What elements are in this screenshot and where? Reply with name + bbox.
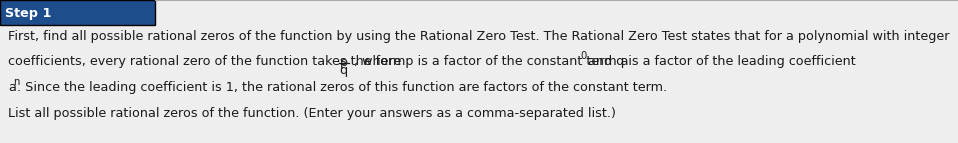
- Text: , where p is a factor of the constant term a: , where p is a factor of the constant te…: [354, 55, 628, 68]
- Text: Step 1: Step 1: [5, 6, 52, 19]
- Text: a: a: [8, 81, 16, 94]
- Text: and q is a factor of the leading coefficient: and q is a factor of the leading coeffic…: [584, 55, 856, 68]
- Text: . Since the leading coefficient is 1, the rational zeros of this function are fa: . Since the leading coefficient is 1, th…: [16, 81, 667, 94]
- Text: List all possible rational zeros of the function. (Enter your answers as a comma: List all possible rational zeros of the …: [8, 107, 616, 120]
- FancyBboxPatch shape: [0, 0, 155, 25]
- Text: First, find all possible rational zeros of the function by using the Rational Ze: First, find all possible rational zeros …: [8, 30, 949, 43]
- Text: p: p: [339, 56, 348, 69]
- Text: coefficients, every rational zero of the function takes the form: coefficients, every rational zero of the…: [8, 55, 405, 68]
- Text: 0: 0: [581, 51, 586, 61]
- Text: n: n: [12, 77, 19, 87]
- Text: q: q: [339, 64, 348, 77]
